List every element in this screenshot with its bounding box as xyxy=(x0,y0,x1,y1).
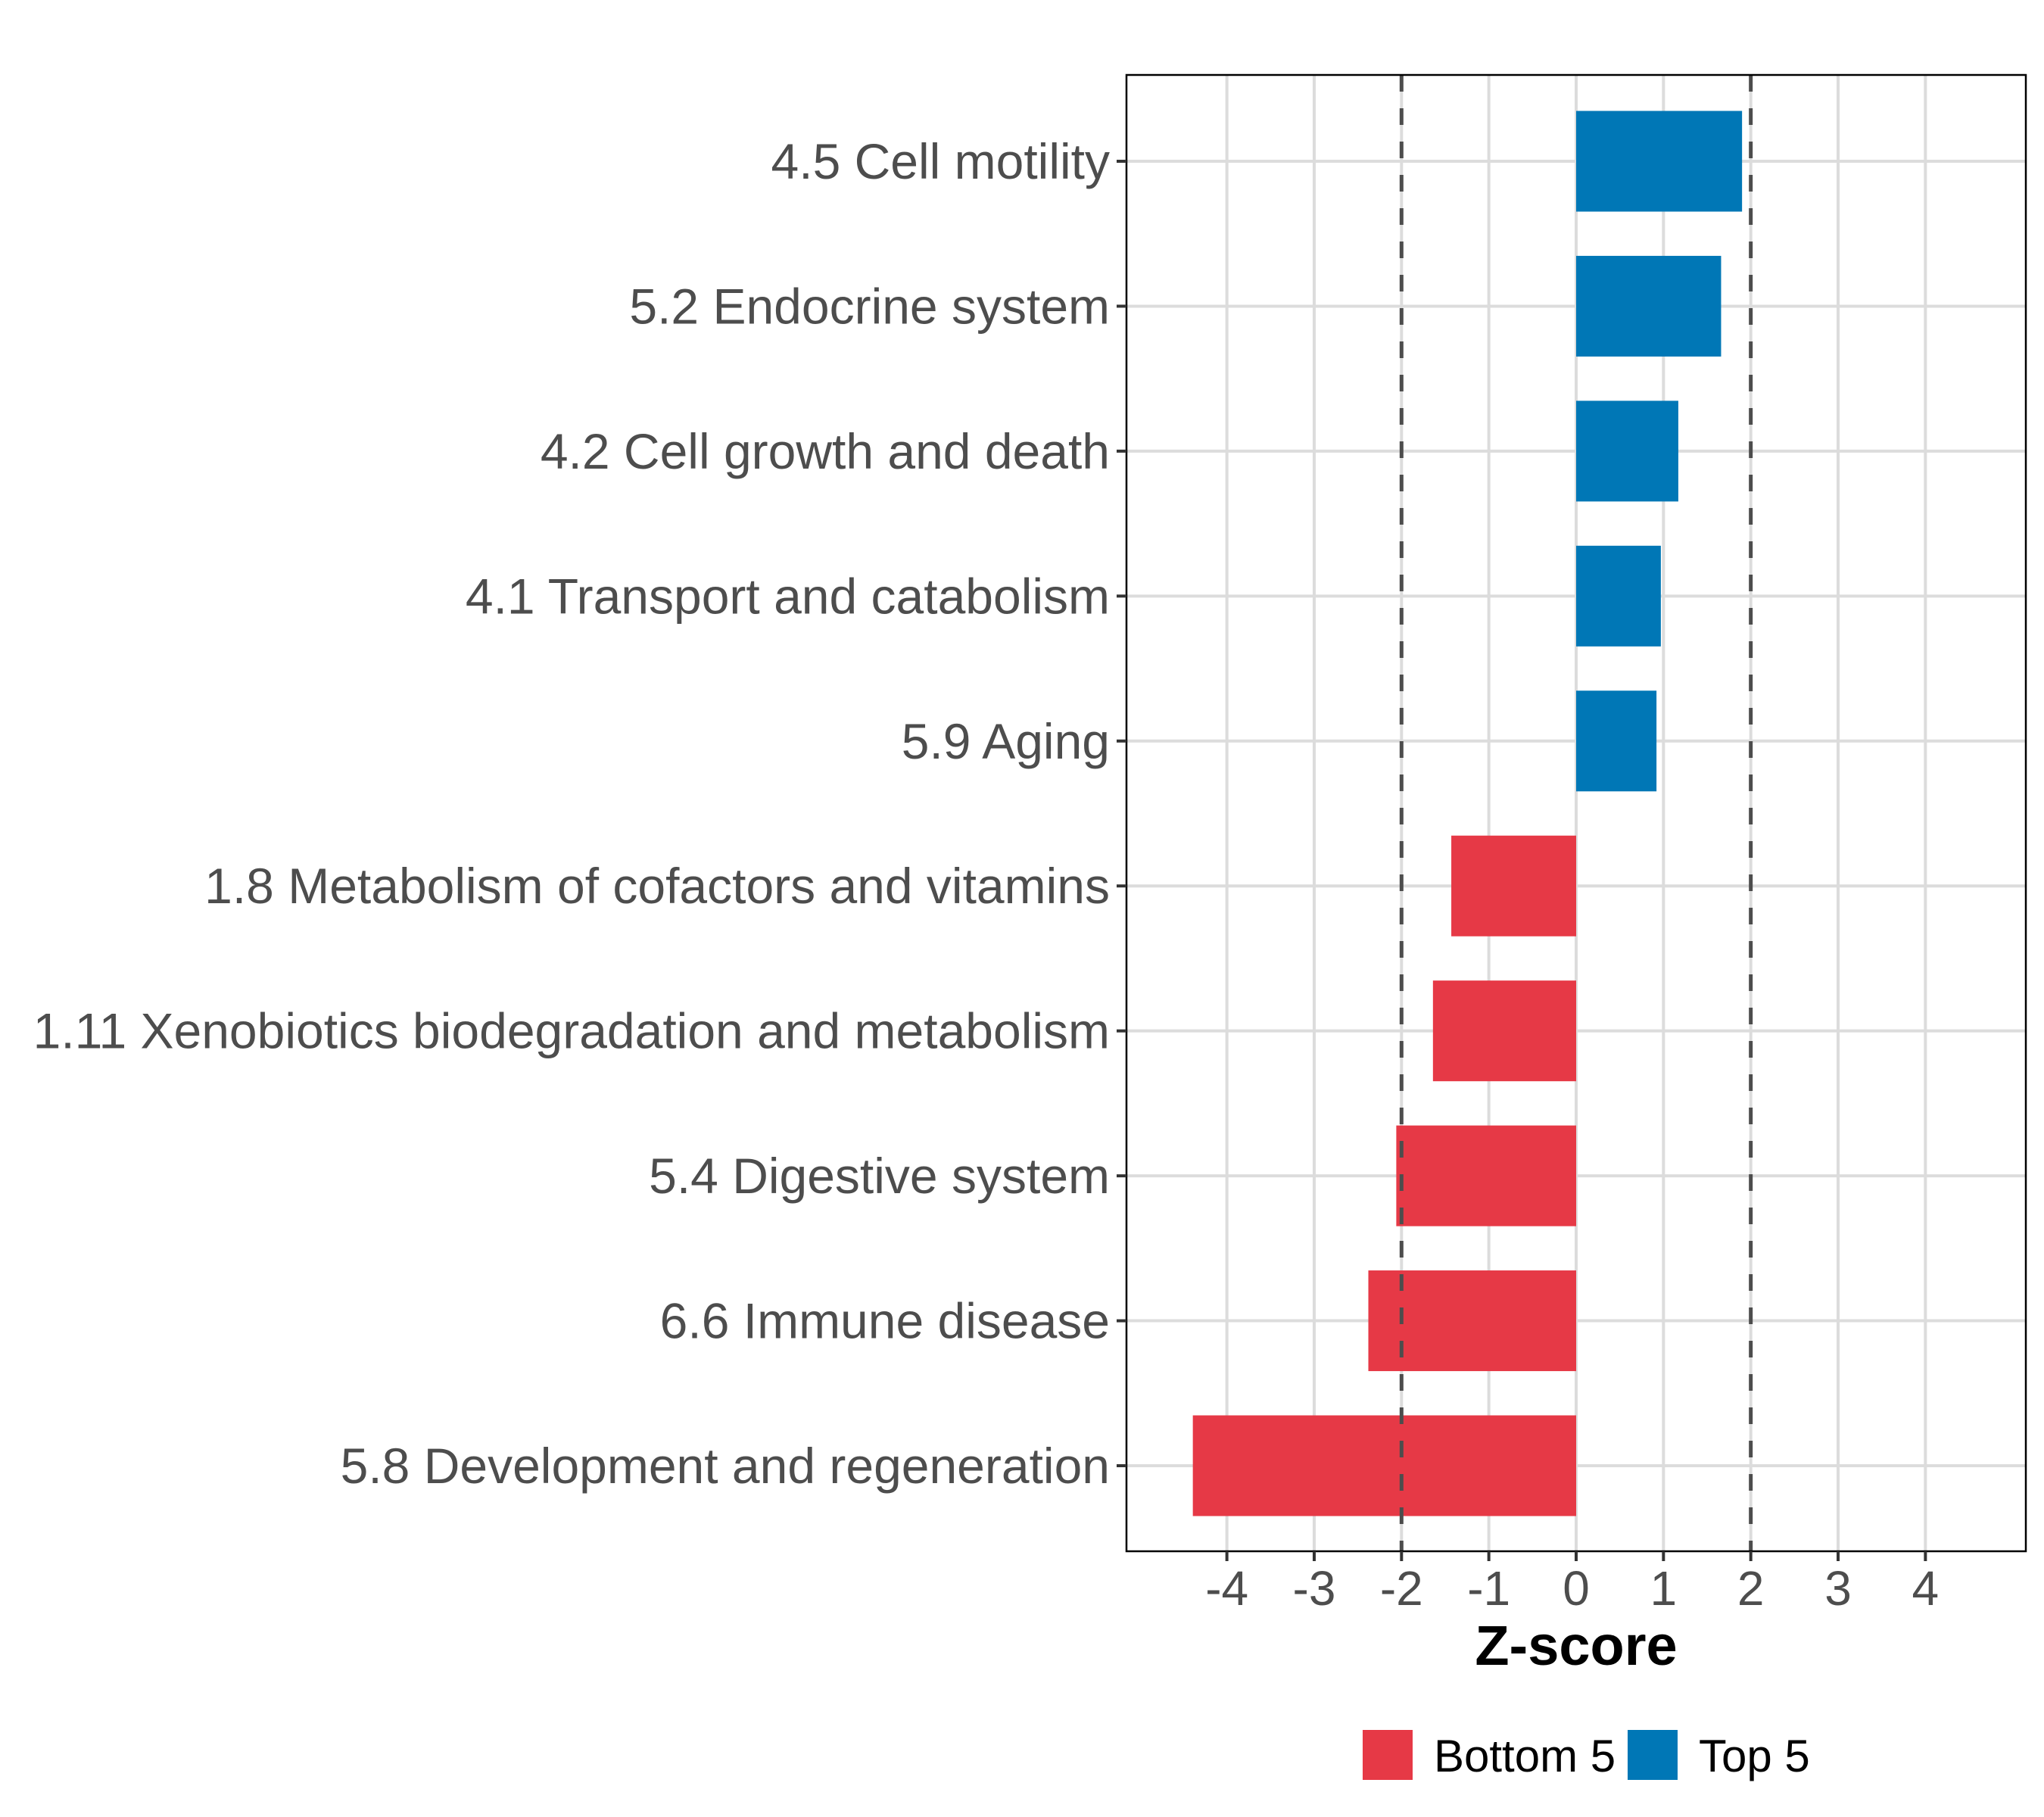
x-tick-label: -2 xyxy=(1380,1561,1423,1616)
x-tick-label: -3 xyxy=(1293,1561,1336,1616)
legend-swatch xyxy=(1363,1730,1413,1780)
x-tick-label: 0 xyxy=(1563,1561,1590,1616)
y-tick-label: 4.5 Cell motility xyxy=(771,133,1110,189)
x-tick-label: -4 xyxy=(1205,1561,1248,1616)
x-tick-label: 3 xyxy=(1824,1561,1852,1616)
legend: Bottom 5 Top 5 xyxy=(1363,1730,1810,1781)
bar xyxy=(1576,400,1678,502)
legend-label: Top 5 xyxy=(1699,1731,1810,1781)
bar xyxy=(1576,255,1722,357)
x-tick-label: -1 xyxy=(1467,1561,1510,1616)
legend-label: Bottom 5 xyxy=(1434,1731,1616,1781)
x-tick-label: 1 xyxy=(1650,1561,1678,1616)
y-tick-label: 1.8 Metabolism of cofactors and vitamins xyxy=(204,858,1110,914)
bar xyxy=(1192,1415,1576,1516)
x-tick-label: 2 xyxy=(1737,1561,1765,1616)
legend-item: Bottom 5 xyxy=(1363,1730,1616,1781)
bar xyxy=(1576,545,1661,647)
bar xyxy=(1396,1125,1576,1226)
legend-item: Top 5 xyxy=(1628,1730,1810,1781)
bar xyxy=(1432,980,1576,1082)
x-axis: -4 -3 -2 -1 0 1 2 3 4 xyxy=(1205,1551,1939,1616)
y-tick-label: 6.6 Immune disease xyxy=(660,1293,1110,1349)
bar xyxy=(1576,111,1743,212)
y-tick-label: 4.2 Cell growth and death xyxy=(541,423,1110,479)
x-tick-label: 4 xyxy=(1912,1561,1940,1616)
bar xyxy=(1451,835,1576,937)
y-tick-label: 5.8 Development and regeneration xyxy=(341,1438,1110,1494)
reference-lines xyxy=(1399,75,1753,1551)
y-tick-label: 5.9 Aging xyxy=(902,713,1110,769)
y-tick-label: 5.4 Digestive system xyxy=(649,1148,1110,1204)
y-tick-label: 5.2 Endocrine system xyxy=(629,278,1110,334)
y-tick-label: 1.11 Xenobiotics biodegradation and meta… xyxy=(33,1003,1110,1059)
bar xyxy=(1368,1270,1576,1372)
y-tick-label: 4.1 Transport and catabolism xyxy=(466,568,1110,624)
bar xyxy=(1576,690,1657,792)
legend-swatch xyxy=(1628,1730,1678,1780)
y-axis: 4.5 Cell motility 5.2 Endocrine system 4.2… xyxy=(33,133,1126,1494)
x-axis-title: Z-score xyxy=(1475,1614,1677,1677)
